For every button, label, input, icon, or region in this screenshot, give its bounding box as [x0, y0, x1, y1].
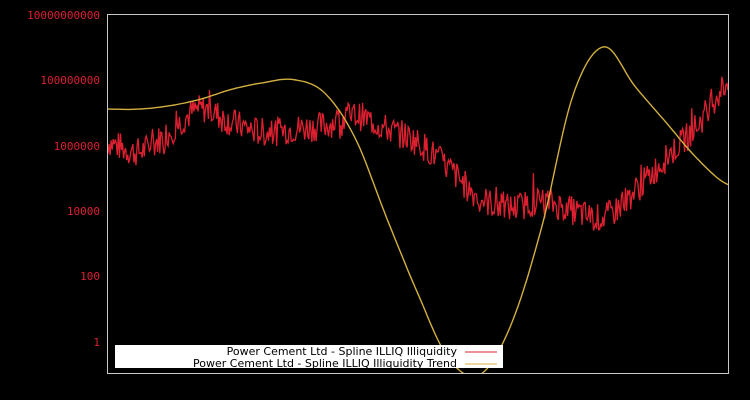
legend-box — [115, 345, 503, 368]
legend: Power Cement Ltd - Spline ILLIQ Illiquid… — [115, 345, 503, 370]
series-illiquidity-line — [107, 76, 728, 231]
y-tick-label: 100000000 — [40, 74, 100, 87]
y-tick-label: 100 — [80, 270, 100, 283]
y-tick-label: 1 — [93, 336, 100, 349]
plot-frame — [107, 14, 729, 374]
legend-label-illiquidity: Power Cement Ltd - Spline ILLIQ Illiquid… — [227, 345, 458, 358]
legend-label-trend: Power Cement Ltd - Spline ILLIQ Illiquid… — [193, 357, 457, 370]
y-tick-label: 1000000 — [54, 140, 100, 153]
y-tick-label: 10000000000 — [27, 9, 100, 22]
series-trend-line — [107, 46, 728, 374]
y-axis: 10000000000 100000000 1000000 10000 100 … — [27, 9, 100, 349]
y-tick-label: 10000 — [67, 205, 100, 218]
